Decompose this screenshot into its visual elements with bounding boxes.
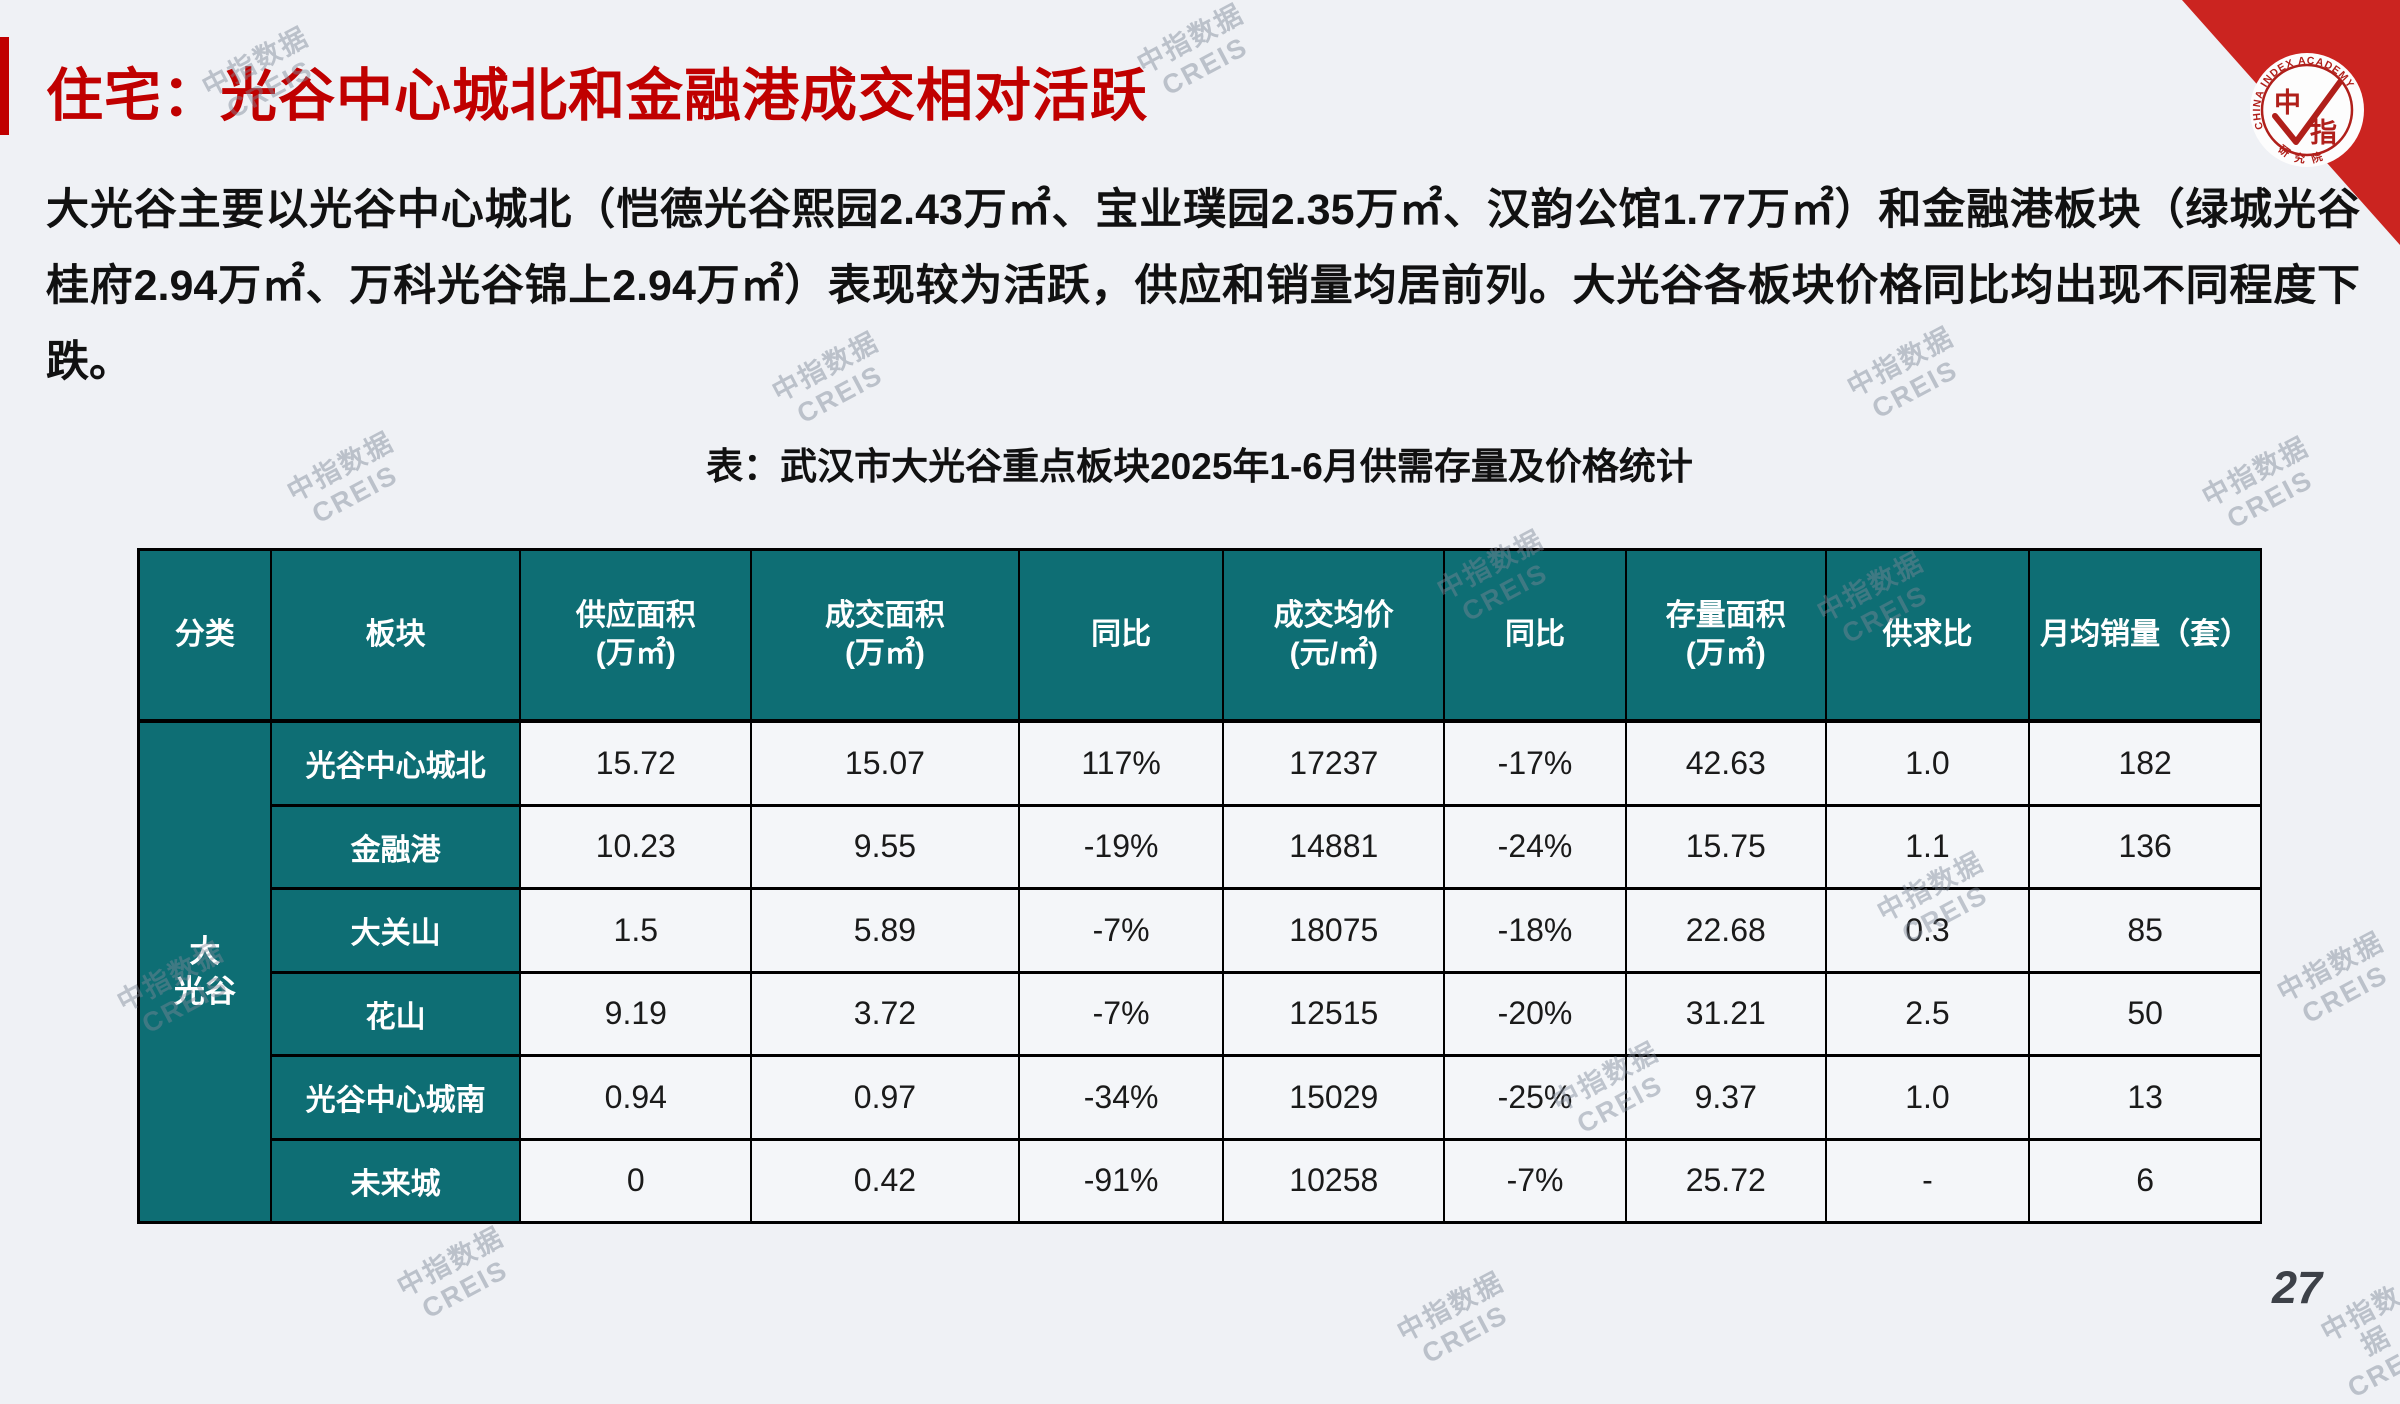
value-cell-5-4: 10258 <box>1224 1140 1446 1224</box>
value-cell-0-5: -17% <box>1445 723 1627 807</box>
plate-cell-5-0: 未来城 <box>271 1140 522 1224</box>
value-cell-2-3: -7% <box>1019 890 1225 974</box>
value-cell-0-6: 42.63 <box>1626 723 1827 807</box>
plate-cell-4-0: 光谷中心城南 <box>271 1057 522 1141</box>
value-cell-0-2: 15.07 <box>752 723 1020 807</box>
value-cell-2-8: 85 <box>2030 890 2262 974</box>
value-cell-3-3: -7% <box>1019 973 1225 1057</box>
col-header-0: 分类 <box>140 551 272 723</box>
value-cell-2-6: 22.68 <box>1626 890 1827 974</box>
value-cell-0-3: 117% <box>1019 723 1225 807</box>
plate-cell-3-0: 花山 <box>271 973 522 1057</box>
value-cell-3-6: 31.21 <box>1626 973 1827 1057</box>
value-cell-0-4: 17237 <box>1224 723 1446 807</box>
value-cell-2-1: 1.5 <box>521 890 753 974</box>
value-cell-3-4: 12515 <box>1224 973 1446 1057</box>
value-cell-2-2: 5.89 <box>752 890 1020 974</box>
col-header-7: 存量面积 (万㎡) <box>1626 551 1827 723</box>
logo-cn-char-2: 指 <box>2310 118 2337 149</box>
col-header-3: 成交面积 (万㎡) <box>752 551 1020 723</box>
plate-cell-1-0: 金融港 <box>271 806 522 890</box>
value-cell-2-5: -18% <box>1445 890 1627 974</box>
stats-table: 分类 板块 供应面积 (万㎡) 成交面积 (万㎡) 同比 成交均价 (元/㎡) 同比 存量面积… <box>137 548 2262 1224</box>
value-cell-2-7: 0.3 <box>1826 890 2031 974</box>
value-cell-5-6: 25.72 <box>1626 1140 1827 1224</box>
creis-watermark: 中指数据 CREIS <box>2316 1280 2400 1404</box>
plate-cell-2-0: 大关山 <box>271 890 522 974</box>
value-cell-0-1: 15.72 <box>521 723 753 807</box>
value-cell-3-2: 3.72 <box>752 973 1020 1057</box>
value-cell-5-3: -91% <box>1019 1140 1225 1224</box>
category-cell: 大 光谷 <box>140 723 272 1224</box>
value-cell-4-7: 1.0 <box>1826 1057 2031 1141</box>
value-cell-5-8: 6 <box>2030 1140 2262 1224</box>
value-cell-3-5: -20% <box>1445 973 1627 1057</box>
logo-cn-char-1: 中 <box>2274 88 2301 119</box>
value-cell-1-6: 15.75 <box>1626 806 1827 890</box>
value-cell-4-6: 9.37 <box>1626 1057 1827 1141</box>
title-accent-bar <box>0 37 9 135</box>
col-header-6: 同比 <box>1445 551 1627 723</box>
value-cell-4-8: 13 <box>2030 1057 2262 1141</box>
value-cell-0-7: 1.0 <box>1826 723 2031 807</box>
value-cell-1-2: 9.55 <box>752 806 1020 890</box>
value-cell-3-7: 2.5 <box>1826 973 2031 1057</box>
col-header-9: 月均销量（套） <box>2030 551 2262 723</box>
plate-cell-0-0: 光谷中心城北 <box>271 723 522 807</box>
value-cell-4-5: -25% <box>1445 1057 1627 1141</box>
summary-paragraph: 大光谷主要以光谷中心城北（恺德光谷熙园2.43万㎡、宝业璞园2.35万㎡、汉韵公… <box>46 186 2360 386</box>
value-cell-5-5: -7% <box>1445 1140 1627 1224</box>
creis-watermark: 中指数据 CREIS <box>392 1221 513 1325</box>
value-cell-1-7: 1.1 <box>1826 806 2031 890</box>
value-cell-5-2: 0.42 <box>752 1140 1020 1224</box>
col-header-2: 供应面积 (万㎡) <box>521 551 753 723</box>
value-cell-5-1: 0 <box>521 1140 753 1224</box>
col-header-1: 板块 <box>271 551 522 723</box>
china-index-academy-logo: 中 指 CHINA INDEX ACADEMY 研 究 院 <box>2182 0 2400 245</box>
value-cell-4-1: 0.94 <box>521 1057 753 1141</box>
col-header-8: 供求比 <box>1826 551 2031 723</box>
value-cell-1-3: -19% <box>1019 806 1225 890</box>
value-cell-1-1: 10.23 <box>521 806 753 890</box>
value-cell-4-4: 15029 <box>1224 1057 1446 1141</box>
value-cell-3-1: 9.19 <box>521 973 753 1057</box>
value-cell-4-2: 0.97 <box>752 1057 1020 1141</box>
value-cell-0-8: 182 <box>2030 723 2262 807</box>
creis-watermark: 中指数据 CREIS <box>1392 1266 1513 1370</box>
value-cell-2-4: 18075 <box>1224 890 1446 974</box>
page-number: 27 <box>2272 1262 2323 1313</box>
value-cell-5-7: - <box>1826 1140 2031 1224</box>
table-caption: 表：武汉市大光谷重点板块2025年1-6月供需存量及价格统计 <box>706 446 1693 487</box>
value-cell-3-8: 50 <box>2030 973 2262 1057</box>
value-cell-1-5: -24% <box>1445 806 1627 890</box>
creis-watermark: 中指数据 CREIS <box>2272 926 2393 1030</box>
col-header-5: 成交均价 (元/㎡) <box>1224 551 1446 723</box>
col-header-4: 同比 <box>1019 551 1225 723</box>
page-title: 住宅：光谷中心城北和金融港成交相对活跃 <box>46 64 1148 128</box>
value-cell-1-8: 136 <box>2030 806 2262 890</box>
value-cell-1-4: 14881 <box>1224 806 1446 890</box>
value-cell-4-3: -34% <box>1019 1057 1225 1141</box>
